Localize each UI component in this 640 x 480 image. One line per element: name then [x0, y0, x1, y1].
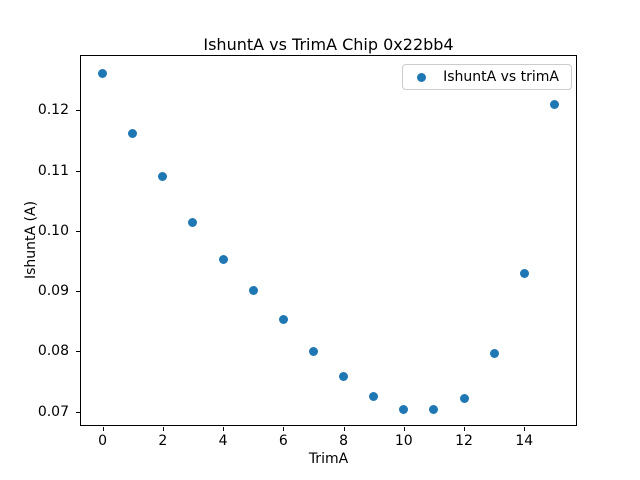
y-tick-label: 0.09 [37, 283, 69, 300]
x-tick-label: 8 [339, 433, 348, 449]
plot-area: IshuntA vs trimA [80, 55, 577, 426]
scatter-point [489, 349, 499, 359]
y-tick-label: 0.11 [37, 162, 69, 179]
legend: IshuntA vs trimA [402, 64, 572, 90]
x-tick-mark [464, 427, 466, 431]
y-tick-mark [76, 110, 80, 112]
y-tick-label: 0.08 [37, 343, 69, 360]
x-tick-label: 10 [394, 433, 413, 449]
scatter-point [339, 372, 349, 382]
x-tick-label: 0 [98, 433, 108, 449]
x-tick-mark [403, 427, 405, 431]
x-tick-mark [524, 427, 526, 431]
y-tick-label: 0.10 [37, 222, 69, 239]
x-tick-label: 6 [278, 433, 288, 449]
y-tick-mark [76, 411, 80, 413]
x-axis-label: TrimA [308, 451, 349, 467]
x-tick-mark [102, 427, 104, 431]
legend-marker-icon [417, 72, 427, 82]
scatter-point [519, 268, 529, 278]
x-tick-label: 2 [158, 433, 168, 449]
scatter-point [278, 314, 288, 324]
scatter-point [399, 405, 409, 415]
x-tick-label: 4 [218, 433, 228, 449]
y-tick-label: 0.07 [37, 403, 69, 420]
scatter-point [308, 346, 318, 356]
y-tick-mark [76, 351, 80, 353]
scatter-point [369, 391, 379, 401]
chart-title: IshuntA vs TrimA Chip 0x22bb4 [203, 35, 454, 54]
y-tick-mark [76, 291, 80, 293]
scatter-point [98, 69, 108, 79]
scatter-point [128, 129, 138, 139]
scatter-point [549, 100, 559, 110]
y-tick-label: 0.12 [37, 102, 69, 119]
scatter-point [429, 405, 439, 415]
scatter-point [218, 255, 228, 265]
y-tick-mark [76, 230, 80, 232]
scatter-point [248, 285, 258, 295]
scatter-point [188, 217, 198, 227]
x-tick-mark [283, 427, 285, 431]
x-tick-mark [343, 427, 345, 431]
legend-label: IshuntA vs trimA [443, 69, 559, 85]
y-axis-label: IshuntA (A) [23, 200, 39, 280]
x-tick-mark [162, 427, 164, 431]
y-tick-mark [76, 170, 80, 172]
x-tick-label: 14 [515, 433, 534, 449]
x-tick-mark [223, 427, 225, 431]
x-tick-label: 12 [455, 433, 473, 449]
scatter-point [158, 171, 168, 181]
scatter-point [459, 393, 469, 403]
